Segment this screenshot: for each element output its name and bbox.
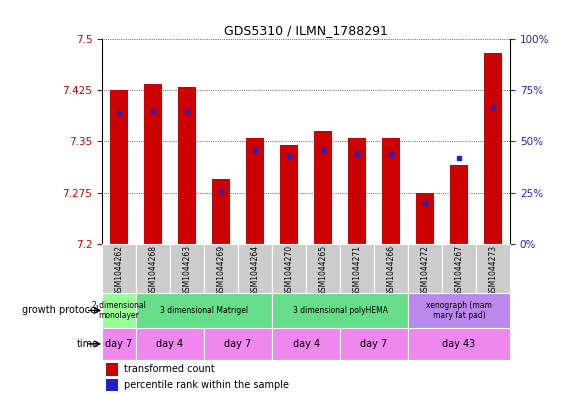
Text: percentile rank within the sample: percentile rank within the sample xyxy=(124,380,289,390)
Bar xyxy=(306,244,340,293)
Bar xyxy=(102,293,136,328)
Bar xyxy=(449,165,469,244)
Bar xyxy=(238,244,272,293)
Text: 2 dimensional
monolayer: 2 dimensional monolayer xyxy=(92,301,146,320)
Bar xyxy=(106,363,118,376)
Bar xyxy=(484,53,503,244)
Text: GSM1044270: GSM1044270 xyxy=(285,245,294,296)
Bar xyxy=(272,244,306,293)
Text: day 4: day 4 xyxy=(156,339,184,349)
Text: day 4: day 4 xyxy=(293,339,319,349)
Bar xyxy=(374,244,408,293)
Bar xyxy=(442,244,476,293)
Text: GSM1044266: GSM1044266 xyxy=(387,245,396,296)
Text: GSM1044262: GSM1044262 xyxy=(114,245,124,296)
Bar xyxy=(245,138,265,244)
Bar xyxy=(314,131,332,244)
Text: GSM1044272: GSM1044272 xyxy=(420,245,430,296)
Bar xyxy=(204,244,238,293)
Bar xyxy=(136,244,170,293)
Bar xyxy=(382,138,401,244)
Bar xyxy=(272,293,408,328)
Bar xyxy=(340,244,374,293)
Bar xyxy=(106,378,118,391)
Bar xyxy=(212,179,230,244)
Text: GSM1044271: GSM1044271 xyxy=(353,245,361,296)
Text: day 43: day 43 xyxy=(442,339,476,349)
Text: day 7: day 7 xyxy=(224,339,252,349)
Text: xenograph (mam
mary fat pad): xenograph (mam mary fat pad) xyxy=(426,301,492,320)
Bar xyxy=(408,293,510,328)
Text: time: time xyxy=(77,339,99,349)
Text: 3 dimensional polyHEMA: 3 dimensional polyHEMA xyxy=(293,306,388,315)
Bar xyxy=(476,244,510,293)
Bar xyxy=(102,244,136,293)
Bar xyxy=(136,328,204,360)
Bar xyxy=(178,87,196,244)
Bar xyxy=(416,193,434,244)
Text: day 7: day 7 xyxy=(106,339,133,349)
Text: growth protocol: growth protocol xyxy=(23,305,99,316)
Bar xyxy=(143,84,163,244)
Bar xyxy=(102,328,136,360)
Bar xyxy=(408,244,442,293)
Bar xyxy=(170,244,204,293)
Bar xyxy=(280,145,298,244)
Text: GSM1044267: GSM1044267 xyxy=(455,245,463,296)
Bar xyxy=(408,328,510,360)
Text: GSM1044269: GSM1044269 xyxy=(216,245,226,296)
Text: GSM1044265: GSM1044265 xyxy=(318,245,328,296)
Text: GSM1044273: GSM1044273 xyxy=(489,245,498,296)
Bar xyxy=(136,293,272,328)
Bar xyxy=(110,90,128,244)
Bar xyxy=(340,328,408,360)
Bar xyxy=(347,138,367,244)
Text: 3 dimensional Matrigel: 3 dimensional Matrigel xyxy=(160,306,248,315)
Text: GSM1044268: GSM1044268 xyxy=(149,245,157,296)
Bar xyxy=(204,328,272,360)
Bar xyxy=(272,328,340,360)
Text: GSM1044264: GSM1044264 xyxy=(251,245,259,296)
Text: transformed count: transformed count xyxy=(124,364,215,374)
Title: GDS5310 / ILMN_1788291: GDS5310 / ILMN_1788291 xyxy=(224,24,388,37)
Text: day 7: day 7 xyxy=(360,339,388,349)
Text: GSM1044263: GSM1044263 xyxy=(182,245,192,296)
